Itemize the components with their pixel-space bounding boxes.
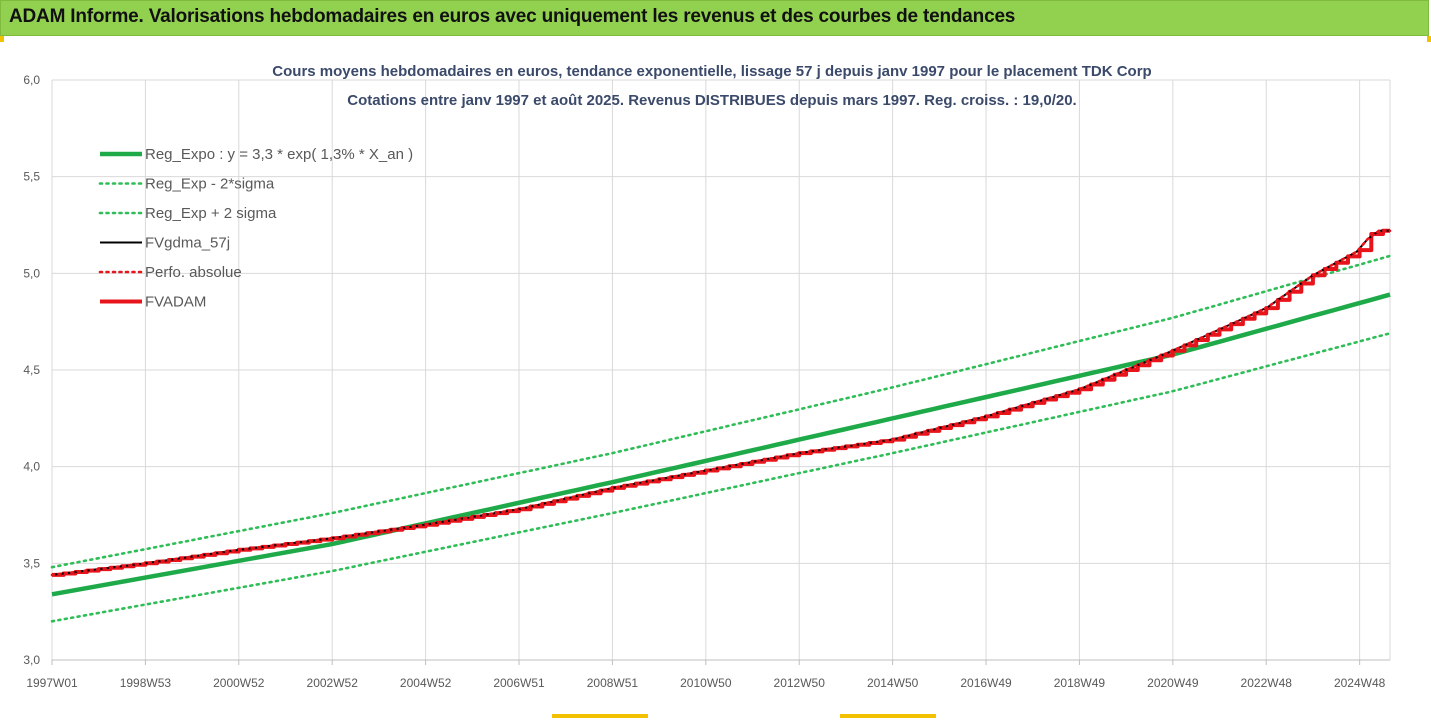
x-tick-label: 2024W48 — [1334, 676, 1386, 690]
x-tick-label: 1997W01 — [26, 676, 78, 690]
x-tick-label: 2022W48 — [1241, 676, 1293, 690]
x-tick-label: 2018W49 — [1054, 676, 1106, 690]
legend-label: FVADAM — [145, 294, 206, 311]
y-tick-label: 5,0 — [23, 266, 40, 280]
x-tick-label: 2004W52 — [400, 676, 452, 690]
legend-label: FVgdma_57j — [145, 235, 230, 252]
series-line-3 — [51, 229, 1390, 576]
legend-label: Reg_Exp - 2*sigma — [145, 176, 275, 193]
y-tick-label: 3,5 — [23, 556, 40, 570]
y-tick-label: 5,5 — [23, 170, 40, 184]
corner-mark-right — [1427, 36, 1431, 42]
legend-label: Perfo. absolue — [145, 264, 242, 281]
series-line-2 — [50, 254, 1392, 569]
x-tick-label: 2014W50 — [867, 676, 919, 690]
trend-chart: 3,0 3,5 4,0 4,5 5,0 5,5 6,0 1997W01 1998W53 2000W… — [23, 63, 1392, 690]
report-title: ADAM Informe. Valorisations hebdomadaire… — [9, 6, 1016, 27]
y-tick-label: 3,0 — [23, 653, 40, 667]
series-line-5 — [52, 228, 1390, 577]
x-tick-label: 2016W49 — [960, 676, 1012, 690]
chart-subtitle: Cotations entre janv 1997 et août 2025. … — [347, 92, 1076, 109]
legend: Reg_Expo : y = 3,3 * exp( 1,3% * X_an ) R… — [98, 146, 413, 311]
legend-label: Reg_Exp + 2 sigma — [145, 205, 277, 222]
x-tick-label: 2000W52 — [213, 676, 265, 690]
chart-area: 3,0 3,5 4,0 4,5 5,0 5,5 6,0 1997W01 1998W53 2000W… — [0, 38, 1431, 718]
chart-title: Cours moyens hebdomadaires en euros, ten… — [272, 63, 1151, 80]
corner-mark-bottom-left — [552, 714, 648, 718]
series-layer — [50, 228, 1392, 623]
y-tick-label: 4,0 — [23, 460, 40, 474]
y-tick-label: 6,0 — [23, 73, 40, 87]
x-tick-label: 2008W51 — [587, 676, 639, 690]
grid-layer — [51, 79, 1391, 661]
x-tick-label: 1998W53 — [120, 676, 172, 690]
x-tick-label: 2010W50 — [680, 676, 732, 690]
x-tick-label: 2012W50 — [774, 676, 826, 690]
x-tick-label: 2006W51 — [493, 676, 545, 690]
corner-mark-bottom-right — [840, 714, 936, 718]
series-line-4 — [50, 229, 1392, 577]
corner-mark-left — [0, 36, 4, 42]
legend-label: Reg_Expo : y = 3,3 * exp( 1,3% * X_an ) — [145, 146, 413, 163]
series-line-1 — [50, 332, 1392, 623]
x-tick-label: 2020W49 — [1147, 676, 1199, 690]
axis-layer: 3,0 3,5 4,0 4,5 5,0 5,5 6,0 1997W01 1998W53 2000W… — [23, 73, 1390, 690]
y-tick-label: 4,5 — [23, 363, 40, 377]
x-tick-label: 2002W52 — [307, 676, 359, 690]
report-banner: ADAM Informe. Valorisations hebdomadaire… — [0, 0, 1429, 36]
